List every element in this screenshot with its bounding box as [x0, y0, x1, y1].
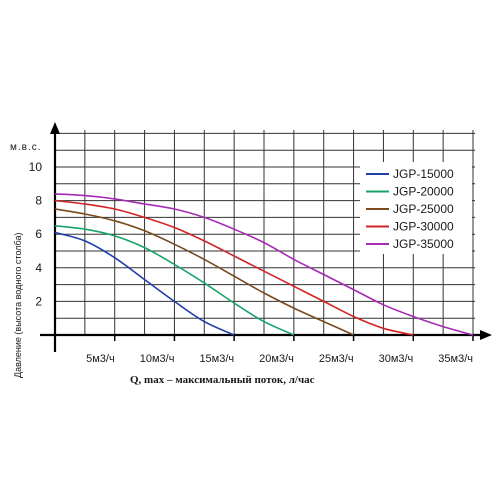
x-tick-label: 25м3/ч: [319, 353, 354, 365]
legend: JGP-15000 JGP-20000 JGP-25000 JGP-30000 JGP-…: [360, 162, 472, 254]
legend-label: JGP-25000: [393, 202, 454, 216]
x-tick-label: 35м3/ч: [438, 353, 473, 365]
x-axis-arrow: [480, 330, 492, 340]
legend-label: JGP-35000: [393, 237, 454, 251]
x-tick-label: 10м3/ч: [140, 353, 175, 365]
y-tick-label: 8: [35, 194, 42, 208]
x-tick-label: 5м3/ч: [86, 353, 115, 365]
y-tick-label: 4: [35, 261, 42, 275]
tick-labels: 5м3/ч 10м3/ч 15м3/ч 20м3/ч 25м3/ч 30м3/ч 35м3/…: [29, 160, 473, 365]
y-axis-arrow: [50, 122, 60, 134]
y-axis-unit-label: м.в.с.: [10, 142, 42, 153]
series-line-jgp-25000: [54, 208, 354, 336]
x-tick-label: 20м3/ч: [259, 353, 294, 365]
y-tick-label: 10: [29, 160, 43, 174]
series-line-jgp-30000: [54, 199, 414, 336]
series-line-jgp-35000: [54, 193, 474, 336]
x-axis-label: Q, max – максимальный поток, л/час: [130, 374, 315, 386]
legend-label: JGP-30000: [393, 220, 454, 234]
y-axis-label: Давление (высота водного столба): [13, 233, 23, 378]
series-line-jgp-15000: [54, 231, 235, 336]
y-tick-label: 6: [35, 227, 42, 241]
series-lines: [54, 193, 474, 336]
series-line-jgp-20000: [54, 225, 295, 336]
legend-label: JGP-20000: [393, 185, 454, 199]
y-tick-label: 2: [35, 294, 42, 308]
x-tick-label: 15м3/ч: [199, 353, 234, 365]
legend-label: JGP-15000: [393, 167, 454, 181]
x-tick-label: 30м3/ч: [379, 353, 414, 365]
